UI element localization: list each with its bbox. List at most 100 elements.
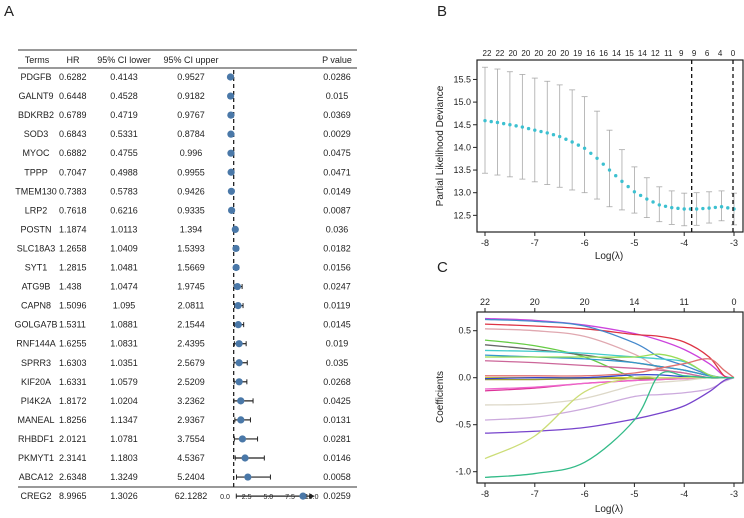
top-count-label: 22 — [480, 297, 490, 307]
top-count-label: 20 — [534, 49, 543, 58]
hr-point — [232, 244, 240, 253]
cv-deviance-plot: -8 -7 -6 -5 -4 -3 12.5 13.0 13.5 14.0 14.5 15.0 15.5… — [435, 49, 744, 262]
x-tick-label: -3 — [730, 238, 738, 248]
ci-upper-cell: 3.7554 — [177, 434, 205, 444]
mean-point — [483, 118, 487, 123]
mean-point — [707, 206, 711, 210]
term-cell: GOLGA7B — [14, 320, 57, 330]
x-tick-label: -4 — [680, 489, 688, 499]
ci-upper-cell: 1.5669 — [177, 263, 205, 273]
term-cell: POSTN — [20, 224, 51, 234]
ci-lower-cell: 1.0781 — [110, 434, 138, 444]
ci-lower-cell: 0.4143 — [110, 72, 138, 82]
coefficient-path — [484, 349, 735, 379]
ci-lower-cell: 1.0351 — [110, 358, 138, 368]
hr-point — [235, 359, 243, 367]
y-tick-label: 15.0 — [453, 97, 471, 107]
ci-lower-cell: 1.0113 — [111, 224, 138, 234]
term-cell: BDKRB2 — [18, 110, 54, 120]
p-value-cell: 0.0149 — [323, 186, 351, 196]
hr-point — [234, 302, 242, 310]
ci-upper-cell: 0.8784 — [177, 129, 205, 139]
x-axis-title: Log(λ) — [595, 504, 623, 515]
table-row: SOD3 0.6843 0.5331 0.8784 0.0029 — [24, 129, 351, 139]
p-value-cell: 0.0087 — [323, 205, 351, 215]
ci-upper-cell: 4.5367 — [177, 453, 205, 463]
mean-point — [657, 203, 661, 207]
hr-cell: 1.2658 — [59, 243, 87, 253]
p-value-cell: 0.0268 — [323, 377, 351, 387]
table-row: ATG9B 1.438 1.0474 1.9745 0.0247 — [22, 282, 351, 292]
term-cell: TMEM130 — [15, 186, 57, 196]
p-value-cell: 0.0029 — [323, 129, 351, 139]
ci-lower-cell: 1.0881 — [110, 320, 138, 330]
p-value-cell: 0.0259 — [323, 491, 351, 501]
mean-point — [694, 207, 699, 211]
ci-upper-cell: 0.9182 — [177, 91, 205, 101]
hr-point — [244, 473, 252, 481]
term-cell: RHBDF1 — [18, 434, 54, 444]
mean-point — [582, 146, 587, 151]
p-value-cell: 0.0145 — [323, 320, 351, 330]
mean-point — [570, 140, 574, 144]
hr-cell: 2.6348 — [59, 472, 87, 482]
mean-point — [551, 133, 556, 137]
hr-cell: 1.438 — [59, 282, 82, 292]
hr-cell: 1.8172 — [59, 396, 87, 406]
x-tick-label: 0.0 — [220, 494, 230, 501]
mean-point — [589, 151, 593, 155]
top-count-label: 16 — [599, 49, 608, 58]
mean-point — [682, 207, 686, 211]
hr-cell: 1.5311 — [59, 320, 86, 330]
ci-lower-cell: 0.4528 — [110, 91, 138, 101]
top-count-label: 20 — [521, 49, 530, 58]
mean-point — [663, 204, 668, 208]
p-value-cell: 0.036 — [326, 224, 349, 234]
ci-upper-cell: 62.1282 — [175, 491, 208, 501]
ci-upper-cell: 2.5679 — [177, 358, 205, 368]
top-count-label: 14 — [638, 49, 647, 58]
mean-point — [576, 143, 581, 147]
top-count-label: 22 — [483, 49, 492, 58]
hr-cell: 1.8256 — [59, 415, 87, 425]
term-cell: CAPN8 — [21, 301, 51, 311]
hr-point — [226, 92, 235, 100]
top-count-label: 14 — [629, 297, 639, 307]
table-row: KIF20A 1.6331 1.0579 2.5209 0.0268 — [21, 377, 351, 387]
mean-point — [670, 205, 674, 210]
x-tick-label: 10.0 — [305, 494, 319, 501]
ci-upper-cell: 1.394 — [180, 224, 203, 234]
table-row: RNF144A 1.6255 1.0831 2.4395 0.019 — [16, 339, 348, 349]
top-count-label: 20 — [580, 297, 590, 307]
table-row: SYT1 1.2815 1.0481 1.5669 0.0156 — [25, 263, 351, 273]
mean-point — [719, 205, 724, 209]
hr-cell: 0.6282 — [59, 72, 87, 82]
p-value-cell: 0.0475 — [323, 148, 351, 158]
coefficient-path — [485, 358, 735, 379]
p-value-cell: 0.015 — [326, 91, 349, 101]
header-p: P value — [322, 55, 352, 65]
x-tick-label: 5.0 — [263, 494, 273, 501]
ci-upper-cell: 0.9335 — [177, 205, 205, 215]
term-cell: SOD3 — [24, 129, 49, 139]
ci-upper-cell: 0.996 — [180, 148, 203, 158]
ci-lower-cell: 0.4719 — [110, 110, 138, 120]
hr-point — [237, 397, 245, 405]
table-row: CREG2 8.9965 1.3026 62.1282 0.0259 — [20, 491, 350, 501]
term-cell: KIF20A — [21, 377, 51, 387]
ci-upper-cell: 1.9745 — [177, 282, 205, 292]
ci-lower-cell: 1.0204 — [110, 396, 138, 406]
mean-point — [508, 123, 512, 127]
y-axis-title: Partial Likelihood Deviance — [435, 85, 446, 206]
mean-point — [626, 184, 630, 189]
x-tick-label: -7 — [531, 238, 539, 248]
hr-point — [238, 435, 247, 443]
mean-point — [526, 126, 531, 131]
ci-lower-cell: 1.1347 — [110, 415, 138, 425]
ci-upper-cell: 0.9955 — [177, 167, 205, 177]
p-value-cell: 0.0156 — [323, 263, 351, 273]
top-count-label: 20 — [547, 49, 556, 58]
term-cell: LRP2 — [25, 205, 48, 215]
mean-point — [638, 193, 643, 198]
term-cell: SYT1 — [25, 263, 48, 273]
